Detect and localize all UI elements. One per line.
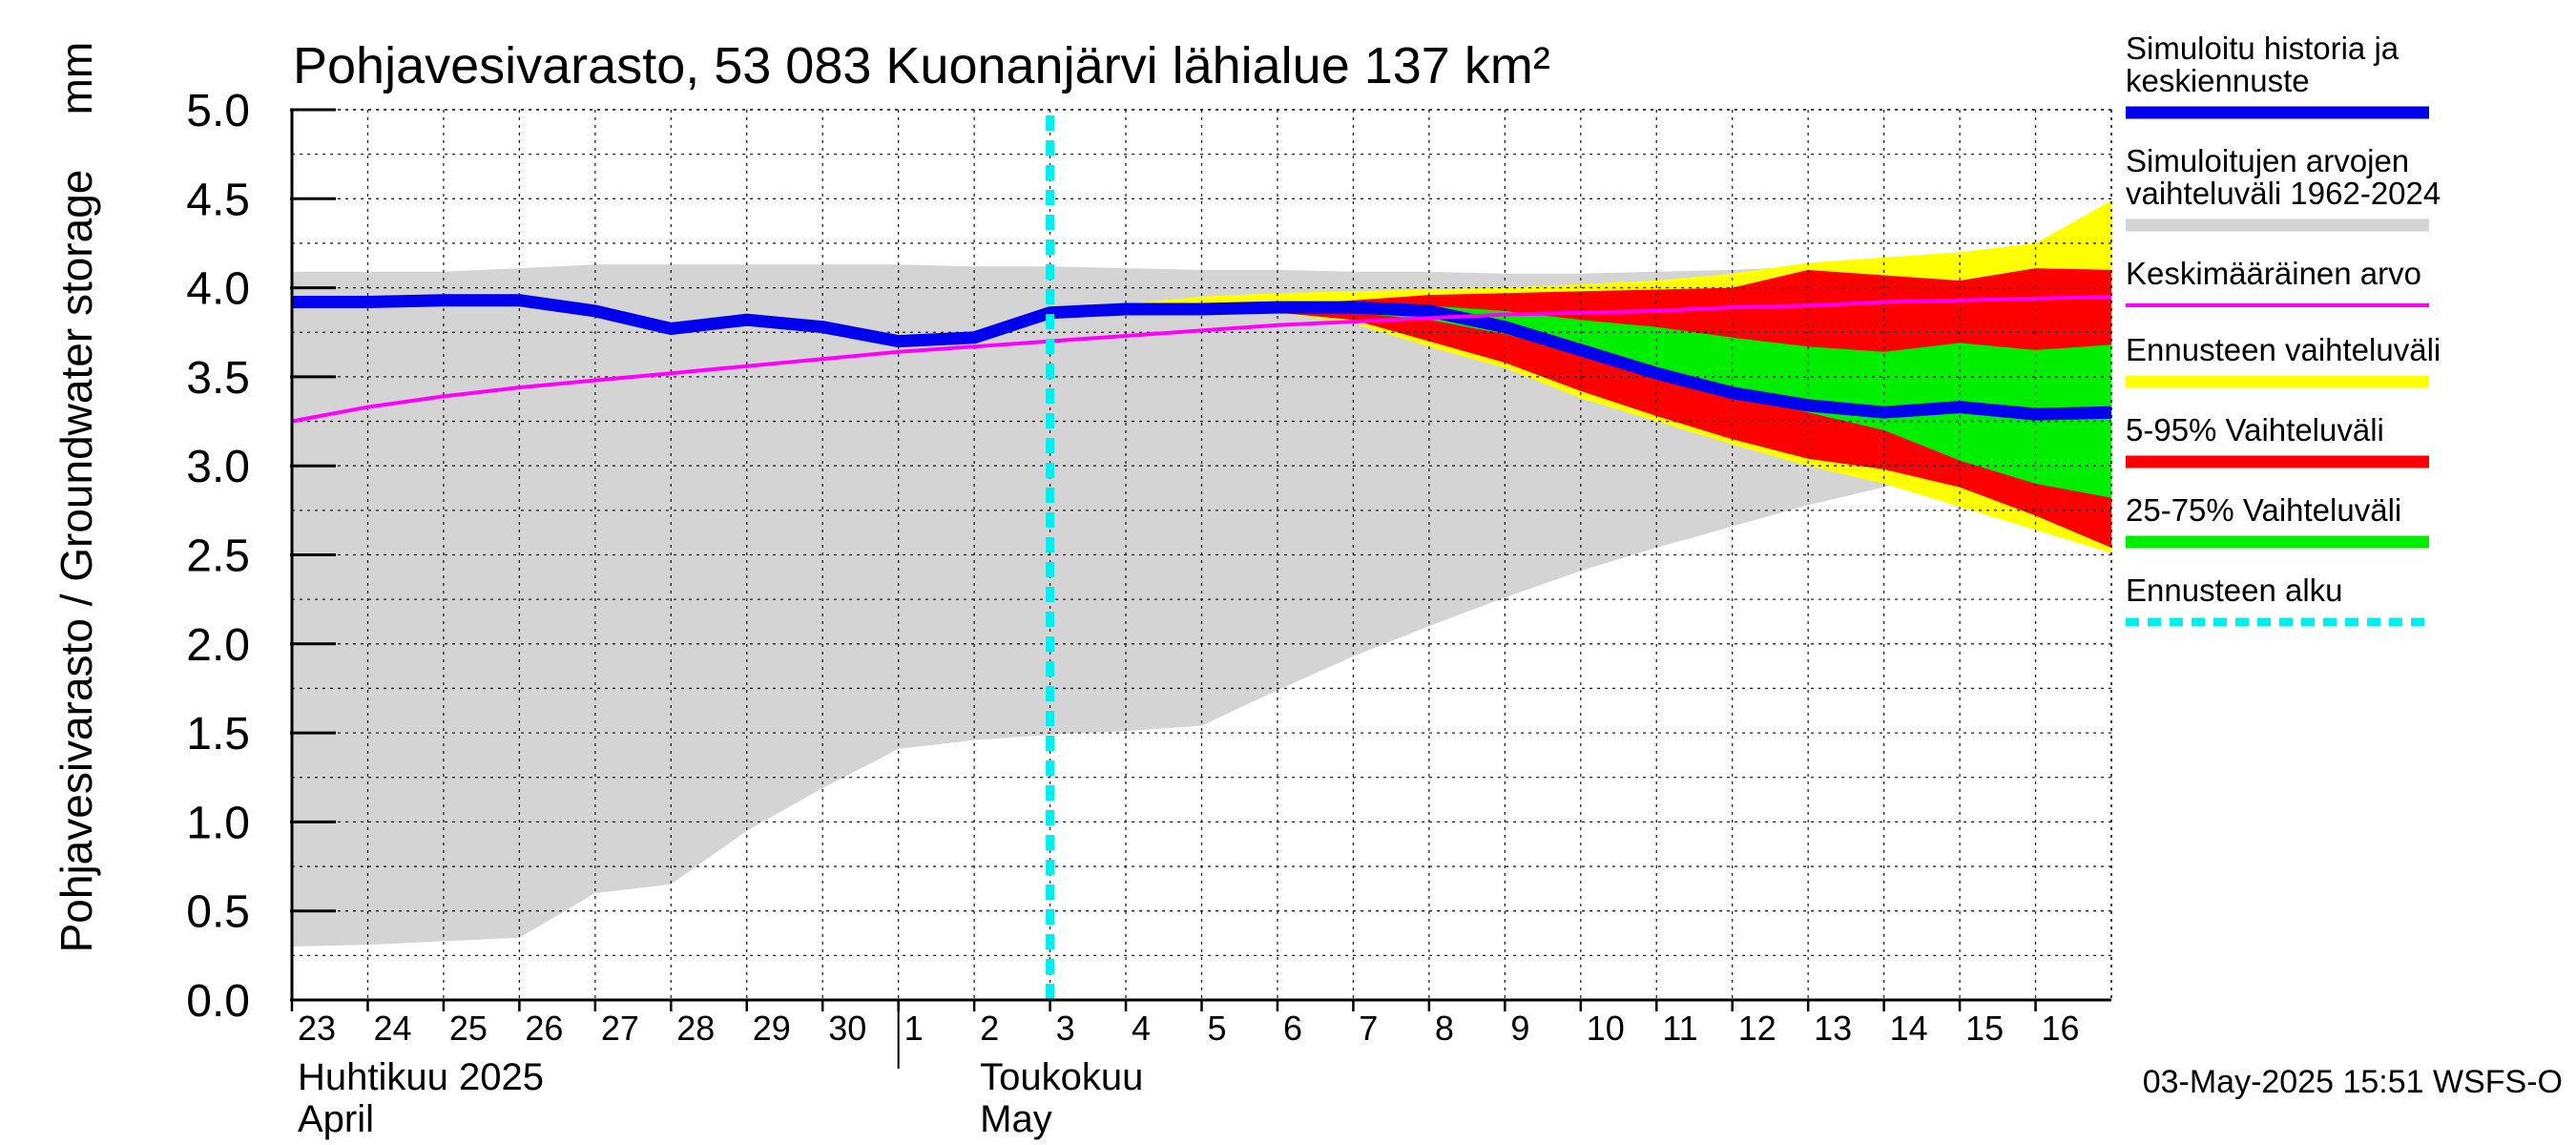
legend-label: vaihteluväli 1962-2024 [2126,176,2441,211]
timestamp-footer: 03-May-2025 15:51 WSFS-O [2143,1064,2563,1100]
axes: 0.00.51.01.52.02.53.03.54.04.55.023 24 25 2… [186,86,2112,1140]
x-tick-label: 12 [1738,1009,1776,1048]
x-tick-label: 10 [1587,1009,1625,1048]
x-tick-label: 13 [1814,1009,1852,1048]
month-label-en: May [980,1098,1052,1140]
x-tick-label: 9 [1510,1009,1529,1048]
x-tick-label: 8 [1435,1009,1454,1048]
x-tick-label: 25 [449,1009,488,1048]
y-tick-label: 0.5 [186,887,250,938]
x-tick-label: 24 [373,1009,411,1048]
y-tick-label: 1.0 [186,798,250,848]
plot-area [291,110,2112,1000]
x-tick-label: 1 [904,1009,924,1048]
x-tick-label: 6 [1283,1009,1302,1048]
legend-label: 25-75% Vaihteluväli [2126,492,2401,528]
x-tick-label: 27 [601,1009,639,1048]
series-line-mean [291,294,2112,424]
x-tick-label: 23 [298,1009,336,1048]
y-tick-label: 0.0 [186,976,250,1027]
y-tick-label: 3.5 [186,353,250,404]
x-tick-label: 29 [753,1009,791,1048]
legend-label: Simuloitujen arvojen [2126,143,2409,178]
legend-label: Keskimääräinen arvo [2126,256,2421,291]
range-5-95-band [1049,268,2111,548]
x-tick-label: 5 [1208,1009,1227,1048]
x-tick-label: 16 [2042,1009,2080,1048]
legend-label: Simuloitu historia ja [2126,31,2399,66]
x-tick-label: 15 [1965,1009,2004,1048]
month-label-en: April [298,1098,374,1140]
series-line-simulated [292,294,2112,421]
legend-label: Ennusteen alku [2126,572,2343,608]
x-tick-label: 14 [1890,1009,1928,1048]
x-tick-label: 28 [676,1009,715,1048]
range-25-75-band [1049,305,2111,498]
y-tick-label: 1.5 [186,709,250,760]
x-tick-label: 4 [1132,1009,1151,1048]
y-tick-label: 2.5 [186,531,250,582]
x-tick-label: 7 [1359,1009,1378,1048]
month-label-fi: Huhtikuu 2025 [298,1056,544,1098]
y-tick-label: 3.0 [186,442,250,492]
y-tick-label: 4.0 [186,264,250,315]
x-tick-label: 2 [980,1009,999,1048]
x-tick-label: 26 [525,1009,563,1048]
chart-title: Pohjavesivarasto, 53 083 Kuonanjärvi läh… [293,37,1550,94]
x-tick-label: 3 [1056,1009,1075,1048]
y-tick-label: 5.0 [186,86,250,136]
legend-label: Ennusteen vaihteluväli [2126,332,2441,367]
y-axis-label: Pohjavesivarasto / Groundwater storage [52,170,101,953]
y-tick-label: 4.5 [186,175,250,225]
legend-label: 5-95% Vaihteluväli [2126,412,2384,448]
x-tick-label: 30 [828,1009,866,1048]
legend-label: keskiennuste [2126,63,2310,98]
x-tick-label: 11 [1662,1009,1697,1048]
month-label-fi: Toukokuu [980,1056,1143,1098]
y-axis-unit: mm [52,42,101,115]
y-tick-label: 2.0 [186,620,250,671]
